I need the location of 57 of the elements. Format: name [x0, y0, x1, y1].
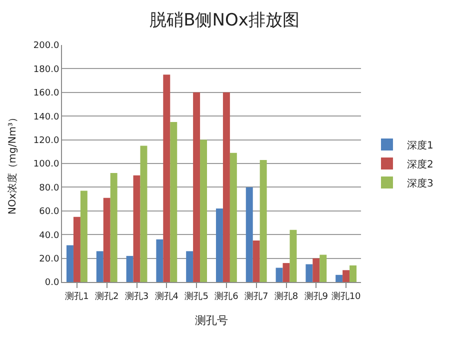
x-tick-label: 测孔10 — [331, 290, 362, 302]
bar — [230, 152, 237, 282]
bar — [66, 245, 74, 282]
x-tick-label: 测孔8 — [274, 290, 298, 302]
chart-title: 脱硝B侧NOx排放图 — [150, 10, 300, 30]
bar — [312, 258, 320, 282]
bar — [260, 160, 267, 282]
legend-label: 深度2 — [406, 158, 434, 170]
bar — [320, 254, 327, 282]
x-tick-label: 测孔4 — [154, 290, 179, 302]
bar — [200, 140, 208, 282]
y-tick-label: 60.0 — [39, 207, 60, 218]
bar — [73, 216, 80, 282]
y-tick-label: 120.0 — [33, 136, 60, 146]
bar — [306, 264, 313, 282]
x-tick-label: 测孔9 — [304, 290, 328, 302]
y-tick-label: 80.0 — [39, 183, 60, 194]
bar — [140, 146, 148, 282]
bar — [96, 251, 104, 282]
bar — [163, 74, 170, 282]
y-tick-label: 180.0 — [33, 64, 60, 75]
bar — [216, 208, 223, 282]
bar — [282, 263, 290, 282]
bar — [193, 92, 200, 282]
y-tick-label: 40.0 — [39, 230, 60, 241]
bar — [186, 251, 194, 282]
bar — [336, 274, 343, 282]
bar — [110, 172, 118, 282]
x-axis-title: 测孔号 — [195, 314, 228, 327]
x-tick-label: 测孔1 — [65, 290, 89, 302]
bar — [222, 92, 230, 282]
bar — [276, 268, 283, 282]
bar — [156, 239, 164, 282]
bar — [246, 187, 253, 282]
x-tick-label: 测孔7 — [244, 290, 268, 302]
bar — [170, 122, 178, 282]
x-tick-label: 测孔6 — [214, 290, 239, 302]
bar — [133, 175, 140, 282]
y-tick-label: 100.0 — [33, 160, 60, 170]
legend-label: 深度3 — [406, 177, 434, 190]
y-tick-label: 140.0 — [33, 112, 60, 122]
y-tick-label: 160.0 — [33, 88, 60, 99]
x-tick-label: 测孔5 — [184, 290, 208, 302]
bar — [126, 256, 134, 282]
bar — [342, 270, 350, 282]
x-tick-label: 测孔3 — [124, 290, 149, 302]
y-tick-label: 20.0 — [39, 254, 60, 264]
bar — [103, 198, 110, 282]
bar — [290, 230, 297, 282]
x-tick-label: 测孔2 — [94, 290, 119, 302]
legend-label: 深度1 — [406, 139, 434, 152]
y-tick-label: 0.0 — [44, 278, 60, 288]
y-tick-label: 200.0 — [33, 41, 60, 52]
y-axis-title: NOx浓度（mg/Nm³） — [6, 112, 18, 214]
bar — [80, 190, 88, 282]
bar — [252, 240, 260, 282]
bar — [350, 265, 357, 282]
